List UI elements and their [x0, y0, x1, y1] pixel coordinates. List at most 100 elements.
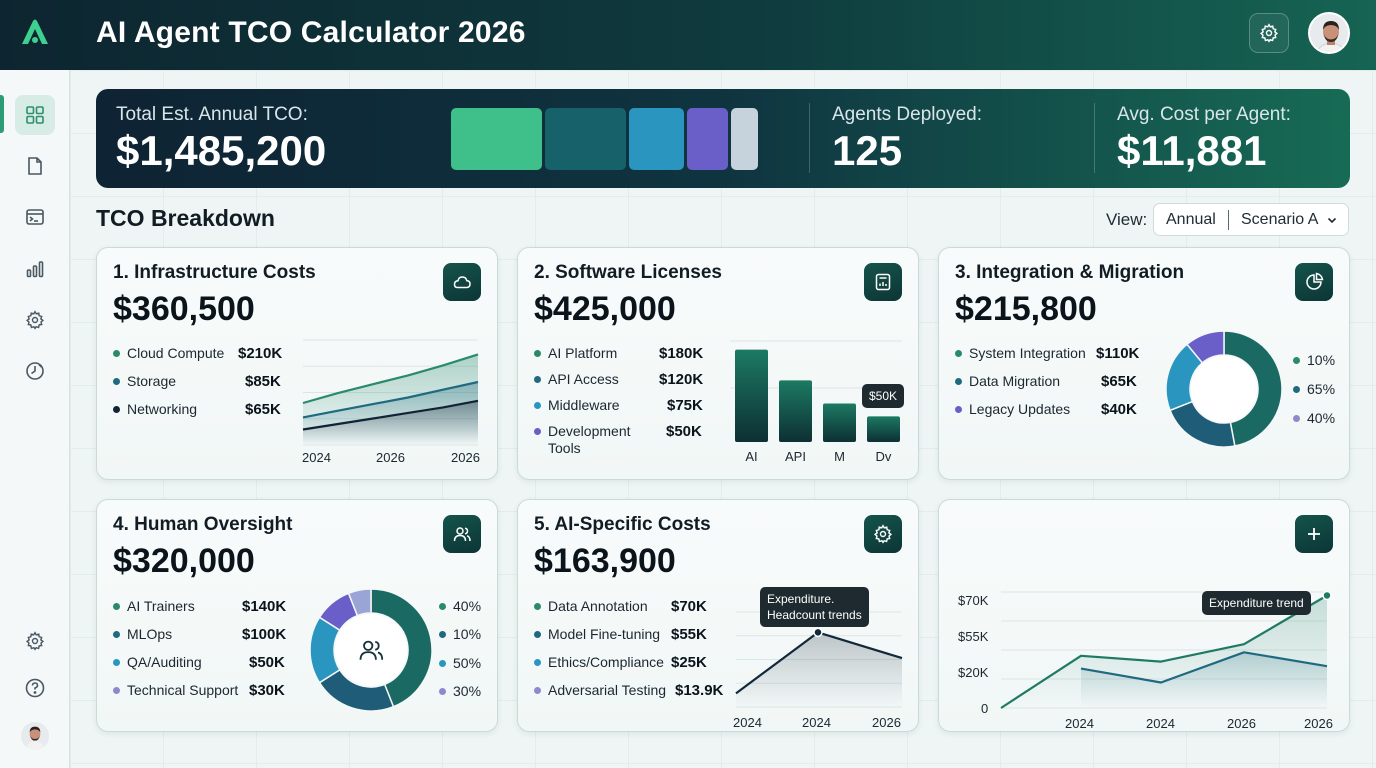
bar-chart-icon — [26, 261, 44, 278]
integration-donut-chart — [1165, 330, 1283, 448]
pct-legend-item: 10% — [439, 626, 481, 642]
legend-label: AI Platform — [548, 345, 618, 361]
tco-segment-bar — [451, 108, 758, 170]
legend-value: $30K — [249, 682, 285, 699]
sidebar-item-settings[interactable] — [15, 300, 55, 340]
agents-deployed-label: Agents Deployed: — [832, 104, 982, 125]
x-tick-label: 2026 — [376, 450, 405, 465]
series-line — [1080, 651, 1328, 684]
donut-slice — [370, 588, 433, 708]
sidebar-item-console[interactable] — [15, 197, 55, 237]
legend-value: $120K — [659, 371, 704, 388]
plus-icon — [1308, 528, 1320, 540]
y-tick-label: $20K — [958, 665, 989, 680]
card-amount: $320,000 — [113, 542, 255, 580]
sidebar-item-history[interactable] — [15, 351, 55, 391]
sidebar-item-analytics[interactable] — [15, 249, 55, 289]
legend-label: Storage — [127, 373, 177, 389]
expenditure-trend-line-chart — [1000, 590, 1332, 709]
bar-tooltip: $50K — [862, 384, 905, 408]
gear-icon — [873, 524, 893, 544]
sidebar-item-documents[interactable] — [15, 146, 55, 186]
sidebar — [0, 70, 70, 768]
card-icon-button[interactable] — [443, 263, 481, 301]
chevron-down-icon[interactable] — [1326, 214, 1338, 226]
x-tick-label: 2024 — [1065, 716, 1094, 731]
legend-dot — [113, 405, 120, 413]
legend-value: $65K — [245, 401, 281, 418]
card-software-licenses[interactable]: 2. Software Licenses $425,000 AI Platfor… — [517, 247, 919, 480]
legend-dot — [955, 349, 962, 357]
sidebar-bottom-help[interactable] — [15, 668, 55, 708]
card-human-oversight[interactable]: 4. Human Oversight $320,000 AI Trainers … — [96, 499, 498, 732]
legend-dot — [1293, 385, 1300, 393]
bar — [735, 349, 768, 442]
legend-dot — [113, 686, 120, 694]
card-icon-button[interactable] — [864, 263, 902, 301]
gear-icon — [1259, 23, 1279, 43]
settings-button[interactable] — [1249, 13, 1289, 53]
pie-chart-icon — [1306, 272, 1324, 290]
card-infrastructure-costs[interactable]: 1. Infrastructure Costs $360,500 Cloud C… — [96, 247, 498, 480]
view-scenario[interactable]: Scenario A — [1241, 210, 1319, 228]
card-title: 2. Software Licenses — [534, 262, 722, 283]
legend-dot — [534, 658, 541, 666]
app-logo-icon[interactable] — [18, 16, 52, 50]
legend-item: Model Fine-tuning — [534, 626, 660, 642]
card-icon-button[interactable] — [443, 515, 481, 553]
legend-label: Cloud Compute — [127, 345, 225, 361]
legend-dot — [113, 377, 120, 385]
add-widget-button[interactable] — [1295, 515, 1333, 553]
legend-value: $25K — [671, 654, 707, 671]
card-integration-migration[interactable]: 3. Integration & Migration $215,800 Syst… — [938, 247, 1350, 480]
total-tco-label: Total Est. Annual TCO: — [116, 104, 308, 125]
card-ai-specific-costs[interactable]: 5. AI-Specific Costs $163,900 Data Annot… — [517, 499, 919, 732]
card-expenditure-trend[interactable]: $70K $55K $20K 0 Expenditure trend 2024 … — [938, 499, 1350, 732]
tco-segment — [629, 108, 684, 170]
x-tick-label: 2024 — [733, 715, 762, 730]
trend-tooltip: Expenditure trend — [1202, 591, 1311, 615]
pct-label: 40% — [453, 598, 482, 614]
legend-dot — [113, 349, 120, 357]
document-icon — [28, 157, 42, 175]
history-icon — [26, 362, 44, 380]
x-tick-label: 2024 — [802, 715, 831, 730]
legend-value: $65K — [1101, 373, 1137, 390]
x-tick-label: API — [785, 449, 806, 464]
sidebar-item-dashboard[interactable] — [15, 95, 55, 135]
legend-label: System Integration — [969, 345, 1086, 361]
legend-dot — [439, 659, 446, 667]
x-tick-label: M — [834, 449, 845, 464]
legend-dot — [534, 602, 541, 610]
sidebar-user-avatar[interactable] — [21, 722, 49, 750]
legend-dot — [534, 349, 541, 357]
sidebar-bottom-settings[interactable] — [15, 621, 55, 661]
series-area — [303, 400, 478, 445]
legend-item: System Integration — [955, 345, 1086, 361]
legend-label: Ethics/Compliance — [548, 654, 664, 670]
card-icon-button[interactable] — [1295, 263, 1333, 301]
top-bar: AI Agent TCO Calculator 2026 — [0, 0, 1376, 70]
x-tick-label: 2026 — [872, 715, 901, 730]
x-tick-label: 2024 — [302, 450, 331, 465]
legend-item: QA/Auditing — [113, 654, 202, 670]
card-amount: $215,800 — [955, 290, 1097, 328]
legend-item: Data Migration — [955, 373, 1060, 389]
y-tick-label: $55K — [958, 629, 989, 644]
pct-legend-item: 65% — [1293, 381, 1335, 397]
pct-label: 10% — [1307, 352, 1336, 368]
series-line — [735, 631, 903, 695]
pct-label: 10% — [453, 626, 482, 642]
pct-legend-item: 10% — [1293, 352, 1335, 368]
card-title: 4. Human Oversight — [113, 514, 293, 535]
legend-dot — [1293, 356, 1300, 364]
legend-item: AI Trainers — [113, 598, 195, 614]
card-icon-button[interactable] — [864, 515, 902, 553]
users-icon — [357, 636, 385, 669]
donut-slice — [347, 588, 372, 617]
view-period[interactable]: Annual — [1166, 210, 1216, 228]
app-title: AI Agent TCO Calculator 2026 — [96, 16, 526, 49]
series-line — [302, 399, 479, 431]
user-avatar[interactable] — [1308, 12, 1350, 54]
view-selector[interactable]: Annual Scenario A — [1153, 203, 1349, 236]
